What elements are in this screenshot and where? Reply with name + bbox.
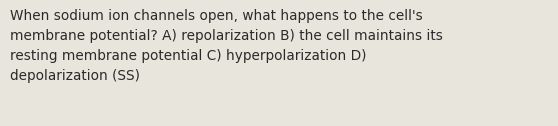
Text: When sodium ion channels open, what happens to the cell's
membrane potential? A): When sodium ion channels open, what happ… bbox=[10, 9, 443, 83]
